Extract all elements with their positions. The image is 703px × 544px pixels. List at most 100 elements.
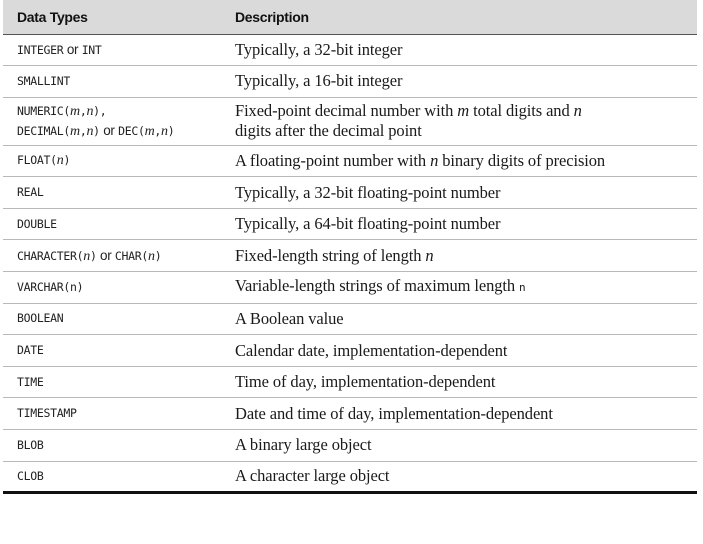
variable-text: m [70, 103, 80, 119]
code-text: DOUBLE [17, 216, 57, 231]
description-text: digits after the decimal point [235, 121, 422, 141]
description-text: A binary large object [235, 435, 372, 455]
data-type-cell: NUMERIC(m,n), DECIMAL(m,n) or DEC(m,n) [3, 97, 229, 146]
table-row: CLOB A character large object [3, 461, 697, 495]
data-types-table-container: Data Types Description INTEGER or INT Typ… [3, 0, 697, 544]
code-text: INTEGER [17, 42, 64, 57]
data-type-cell: DATE [3, 334, 229, 367]
table-row: VARCHAR(n) Variable-length strings of max… [3, 271, 697, 304]
description-cell: Typically, a 16-bit integer [229, 65, 697, 98]
code-text: SMALLINT [17, 73, 70, 88]
table-row: NUMERIC(m,n), DECIMAL(m,n) or DEC(m,n) Fix… [3, 97, 697, 146]
description-text: A Boolean value [235, 308, 344, 328]
description-cell: Fixed-point decimal number with m total … [229, 97, 697, 146]
data-type-cell: VARCHAR(n) [3, 271, 229, 304]
code-text: VARCHAR(n) [17, 279, 84, 294]
description-cell: A binary large object [229, 429, 697, 462]
variable-text: n [86, 103, 94, 119]
code-text: DECIMAL( [17, 123, 70, 138]
code-text: INT [81, 42, 102, 57]
variable-text: n [430, 150, 439, 170]
data-type-cell: CLOB [3, 461, 229, 495]
code-text: ) [167, 123, 175, 138]
code-text: BLOB [17, 437, 44, 452]
code-text: REAL [17, 185, 44, 200]
table-row: SMALLINT Typically, a 16-bit integer [3, 65, 697, 98]
code-text: , [79, 103, 87, 118]
variable-text: n [425, 245, 434, 265]
description-text: total digits and [469, 101, 574, 121]
data-type-cell: SMALLINT [3, 65, 229, 98]
code-text: TIMESTAMP [17, 406, 77, 421]
table-row: DATE Calendar date, implementation-depend… [3, 334, 697, 367]
description-text: A floating-point number with [235, 150, 431, 170]
table-row: TIME Time of day, implementation-dependen… [3, 366, 697, 399]
data-type-cell: BLOB [3, 429, 229, 462]
variable-text: n [83, 248, 90, 264]
description-cell: Date and time of day, implementation-dep… [229, 397, 697, 431]
code-text: CHAR( [114, 248, 149, 263]
data-type-cell: REAL [3, 176, 229, 209]
data-type-cell: TIMESTAMP [3, 397, 229, 431]
table-row: FLOAT(n) A floating-point number with n b… [3, 145, 697, 178]
description-text: Variable-length strings of maximum lengt… [235, 276, 520, 296]
description-text: Date and time of day, implementation-dep… [235, 403, 553, 423]
conjunction-text: or [99, 122, 119, 138]
code-text: ) [154, 248, 162, 263]
description-cell: Typically, a 32-bit integer [229, 34, 697, 67]
table-row: DOUBLE Typically, a 64-bit floating-point… [3, 208, 697, 241]
conjunction-text: or [96, 247, 115, 263]
variable-text: n [573, 101, 582, 121]
code-text: , [79, 123, 87, 138]
description-text: binary digits of precision [438, 150, 606, 170]
description-cell: A floating-point number with n binary di… [229, 145, 697, 178]
code-text: FLOAT( [17, 153, 57, 168]
description-text: Typically, a 32-bit floating-point numbe… [235, 182, 501, 202]
data-type-cell: CHARACTER(n) or CHAR(n) [3, 239, 229, 273]
code-text: ), [93, 103, 107, 118]
code-text: , [154, 123, 162, 138]
code-text: BOOLEAN [17, 311, 64, 326]
description-cell: Fixed-length string of length n [229, 239, 697, 273]
table-row: BLOB A binary large object [3, 429, 697, 462]
table-row: BOOLEAN A Boolean value [3, 303, 697, 336]
table-row: REAL Typically, a 32-bit floating-point n… [3, 176, 697, 209]
description-cell: Variable-length strings of maximum lengt… [229, 271, 697, 304]
description-cell: Time of day, implementation-dependent [229, 366, 697, 399]
description-cell: Typically, a 32-bit floating-point numbe… [229, 176, 697, 209]
description-text: A character large object [235, 466, 390, 486]
header-description: Description [229, 0, 697, 35]
header-data-types: Data Types [3, 0, 229, 35]
table-body: INTEGER or INT Typically, a 32-bit intege… [3, 34, 697, 495]
code-text: DEC( [118, 123, 145, 138]
variable-text: n [161, 123, 168, 139]
variable-text: m [144, 123, 155, 139]
code-text: DATE [17, 343, 44, 358]
description-text: Typically, a 32-bit integer [235, 39, 403, 59]
code-text: ) [63, 153, 71, 168]
variable-text: n [148, 248, 155, 264]
description-cell: Calendar date, implementation-dependent [229, 334, 697, 367]
header-row: Data Types Description [3, 0, 697, 35]
data-type-cell: INTEGER or INT [3, 34, 229, 67]
variable-text: n [86, 123, 94, 139]
description-text: Typically, a 16-bit integer [235, 71, 403, 91]
data-type-cell: DOUBLE [3, 208, 229, 241]
code-text: ) [93, 123, 100, 138]
code-text: CLOB [17, 468, 44, 483]
description-text: Fixed-point decimal number with [235, 101, 458, 121]
variable-text: m [70, 123, 80, 139]
description-cell: Typically, a 64-bit floating-point numbe… [229, 208, 697, 241]
code-text: TIME [17, 374, 44, 389]
variable-text: n [56, 153, 64, 169]
table-row: CHARACTER(n) or CHAR(n) Fixed-length stri… [3, 239, 697, 273]
code-text: CHARACTER( [17, 248, 84, 263]
table-row: TIMESTAMP Date and time of day, implement… [3, 397, 697, 431]
description-cell: A character large object [229, 461, 697, 495]
code-text: NUMERIC( [17, 103, 70, 118]
description-text: Time of day, implementation-dependent [235, 372, 496, 392]
data-type-cell: TIME [3, 366, 229, 399]
description-cell: A Boolean value [229, 303, 697, 336]
conjunction-text: or [63, 41, 82, 57]
description-text: Fixed-length string of length [235, 245, 426, 265]
